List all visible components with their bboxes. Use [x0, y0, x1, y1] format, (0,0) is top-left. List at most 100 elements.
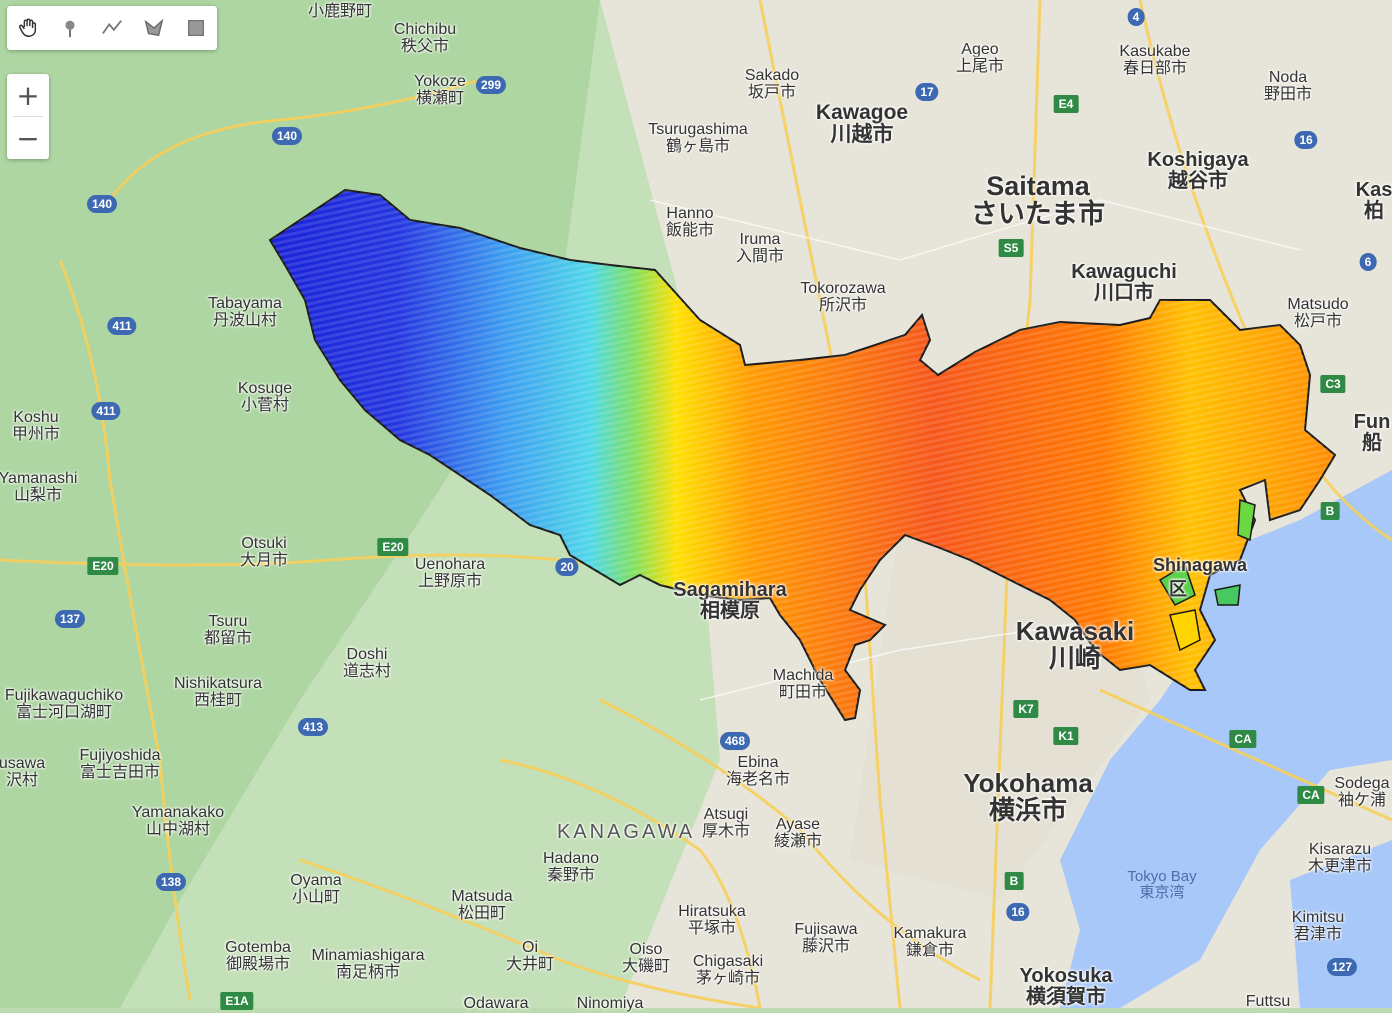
expressway-shield: C3	[1320, 375, 1346, 393]
place-label: Ebina 海老名市	[725, 754, 791, 788]
place-label: Kamakura 鎌倉市	[893, 925, 967, 959]
region-label: KANAGAWA	[556, 821, 696, 843]
expressway-shield: K1	[1053, 727, 1079, 745]
drawing-toolbar	[7, 6, 217, 50]
place-label: Yokohama 横浜市	[963, 768, 1093, 826]
place-label: Matsuda 松田町	[451, 888, 513, 922]
expressway-shield: B	[1004, 872, 1024, 890]
place-label: Ageo 上尾市	[955, 41, 1005, 75]
partial-label: Futtsu	[1245, 993, 1291, 1010]
route-shield: 137	[54, 610, 86, 628]
expressway-shield: E4	[1053, 95, 1079, 113]
expressway-shield: E20	[87, 557, 119, 575]
route-shield: 6	[1359, 253, 1377, 271]
route-shield: 299	[475, 76, 507, 94]
place-label: Tokorozawa 所沢市	[800, 280, 886, 314]
place-label: Saitama さいたま市	[970, 171, 1106, 230]
place-label: Noda 野田市	[1263, 69, 1313, 103]
place-label: Minamiashigara 南足柄市	[311, 947, 425, 981]
route-shield: 16	[1006, 903, 1030, 921]
place-label: Fujisawa 藤沢市	[794, 921, 858, 955]
expressway-shield: CA	[1297, 786, 1325, 804]
route-shield: 127	[1326, 958, 1358, 976]
expressway-shield: E1A	[220, 992, 254, 1010]
route-shield: 411	[91, 402, 121, 420]
place-label: Iruma 入間市	[735, 231, 785, 265]
heatmap-texture	[270, 190, 1335, 720]
place-label: Kawaguchi 川口市	[1071, 261, 1177, 304]
route-shield: 17	[915, 83, 939, 101]
bay-label: Tokyo Bay 東京湾	[1127, 868, 1197, 901]
route-shield: 138	[155, 873, 187, 891]
place-label: Ayase 綾瀬市	[773, 816, 823, 850]
place-label: Koshu 甲州市	[11, 409, 61, 443]
place-label: Hiratsuka 平塚市	[678, 903, 746, 937]
partial-label: usawa 沢村	[0, 755, 46, 789]
place-label: Sakado 坂戸市	[744, 67, 800, 101]
tokyo-bay	[1060, 470, 1392, 1008]
place-label: Nishikatsura 西桂町	[173, 675, 263, 709]
hand-icon[interactable]	[7, 6, 49, 50]
place-label: Kosuge 小菅村	[237, 380, 293, 414]
place-label: Sagamihara 相模原	[673, 579, 787, 622]
place-label: Matsudo 松戸市	[1287, 296, 1349, 330]
partial-label: Odawara	[463, 995, 529, 1012]
place-label: Chigasaki 茅ヶ崎市	[692, 953, 764, 987]
place-label: Koshigaya 越谷市	[1147, 149, 1249, 192]
route-shield: 20	[555, 558, 579, 576]
expressway-shield: E20	[377, 538, 409, 556]
place-label: Kawasaki 川崎	[1015, 616, 1135, 674]
place-label: Fujiyoshida 富士吉田市	[79, 747, 161, 781]
partial-label: Kas 柏	[1355, 179, 1392, 222]
place-label: Kasukabe 春日部市	[1119, 43, 1191, 77]
route-shield: 140	[86, 195, 118, 213]
place-label: Kawagoe 川越市	[815, 101, 909, 147]
polygon-icon[interactable]	[133, 6, 175, 50]
place-label: Yokosuka 横須賀市	[1019, 965, 1113, 1008]
place-label: Oiso 大磯町	[621, 941, 671, 975]
rectangle-icon[interactable]	[175, 6, 217, 50]
bay-right-water	[1320, 480, 1392, 730]
place-label: Tsurugashima 鶴ヶ島市	[648, 121, 748, 155]
place-label: Sodega 袖ケ浦	[1334, 775, 1390, 809]
place-label: Machida 町田市	[772, 667, 834, 701]
place-label: Hanno 飯能市	[665, 205, 715, 239]
zoom-out-button[interactable]: −	[16, 121, 40, 155]
place-label: 小鹿野町	[307, 3, 373, 20]
place-label: Fujikawaguchiko 富士河口湖町	[4, 687, 124, 721]
place-label: Chichibu 秩父市	[393, 21, 457, 55]
place-label: Yamanakako 山中湖村	[131, 804, 225, 838]
route-shield: 4	[1127, 8, 1145, 26]
place-label: Yamanashi 山梨市	[0, 470, 78, 504]
place-label: Oi 大井町	[505, 939, 555, 973]
line-icon[interactable]	[91, 6, 133, 50]
place-label: Atsugi 厚木市	[701, 806, 751, 840]
place-label: Gotemba 御殿場市	[225, 939, 291, 973]
place-label: Tabayama 丹波山村	[208, 295, 282, 329]
expressway-shield: CA	[1229, 730, 1257, 748]
place-label: Kisarazu 木更津市	[1307, 841, 1373, 875]
zoom-control: + −	[7, 74, 49, 159]
sea-south-east	[1290, 840, 1392, 1008]
expressway-shield: S5	[998, 239, 1024, 257]
route-shield: 413	[297, 718, 329, 736]
place-label: Otsuki 大月市	[239, 535, 289, 569]
route-shield: 140	[271, 127, 303, 145]
zoom-in-button[interactable]: +	[16, 78, 40, 112]
route-shield: 411	[107, 317, 137, 335]
place-label: Tsuru 都留市	[203, 613, 253, 647]
place-label: Doshi 道志村	[342, 646, 392, 680]
place-label: Yokoze 横瀬町	[414, 73, 466, 107]
expressway-shield: K7	[1013, 700, 1039, 718]
partial-label: Ninomiya	[576, 995, 644, 1012]
place-label: Oyama 小山町	[290, 872, 342, 906]
route-shield: 16	[1294, 131, 1318, 149]
expressway-shield: B	[1320, 502, 1340, 520]
partial-label: 区	[1169, 579, 1187, 599]
bay-island-patches	[1158, 498, 1256, 652]
marker-icon[interactable]	[49, 6, 91, 50]
partial-label: Fun 船	[1353, 411, 1391, 454]
route-shield: 468	[719, 732, 751, 750]
place-label: Uenohara 上野原市	[414, 556, 486, 590]
